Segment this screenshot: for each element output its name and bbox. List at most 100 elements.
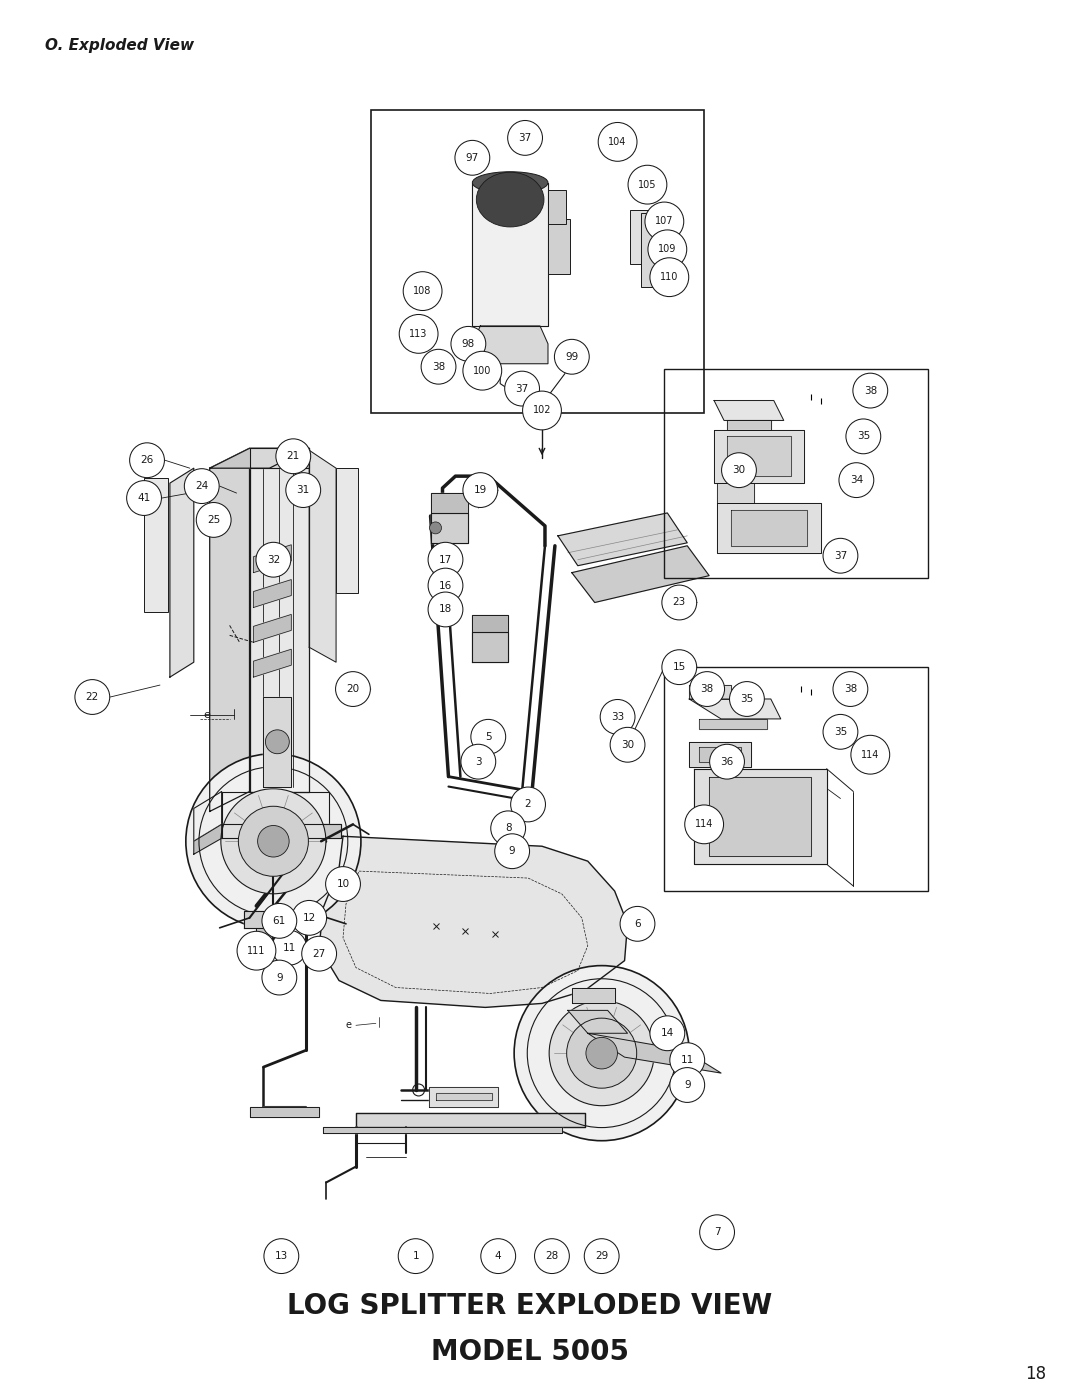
Text: 20: 20 <box>347 685 360 694</box>
Text: 35: 35 <box>740 694 754 704</box>
Polygon shape <box>727 420 771 430</box>
Text: 102: 102 <box>532 405 551 415</box>
Text: 32: 32 <box>267 555 280 564</box>
Circle shape <box>833 672 868 707</box>
Polygon shape <box>309 450 336 662</box>
Circle shape <box>428 569 463 604</box>
Circle shape <box>650 258 689 296</box>
Circle shape <box>584 1239 619 1274</box>
Text: 108: 108 <box>414 286 432 296</box>
Bar <box>144 478 167 612</box>
Text: 105: 105 <box>638 180 657 190</box>
Polygon shape <box>710 777 811 856</box>
Text: e: e <box>203 710 211 719</box>
Circle shape <box>126 481 161 515</box>
Circle shape <box>823 714 858 749</box>
Circle shape <box>495 834 529 869</box>
Circle shape <box>645 203 684 240</box>
Text: LOG SPLITTER EXPLODED VIEW: LOG SPLITTER EXPLODED VIEW <box>287 1292 772 1320</box>
Bar <box>548 190 566 225</box>
Polygon shape <box>717 503 821 553</box>
Text: 99: 99 <box>565 352 579 362</box>
Polygon shape <box>472 183 548 326</box>
Circle shape <box>75 679 110 714</box>
Circle shape <box>662 650 697 685</box>
Text: 113: 113 <box>409 328 428 339</box>
Text: 24: 24 <box>195 481 208 492</box>
Circle shape <box>523 391 562 430</box>
Text: 98: 98 <box>462 339 475 349</box>
Text: 2: 2 <box>525 799 531 809</box>
Text: 21: 21 <box>286 451 300 461</box>
Circle shape <box>428 592 463 627</box>
Text: 3: 3 <box>475 757 482 767</box>
Circle shape <box>685 805 724 844</box>
Text: 9: 9 <box>509 847 515 856</box>
Circle shape <box>721 453 756 488</box>
Circle shape <box>629 165 666 204</box>
Polygon shape <box>568 1010 627 1034</box>
Text: 12: 12 <box>302 912 315 923</box>
Text: 22: 22 <box>85 692 99 703</box>
Circle shape <box>428 542 463 577</box>
Text: 27: 27 <box>312 949 326 958</box>
Polygon shape <box>210 448 249 812</box>
Text: 110: 110 <box>660 272 678 282</box>
Circle shape <box>600 700 635 735</box>
Circle shape <box>239 806 309 876</box>
Circle shape <box>846 419 880 454</box>
Polygon shape <box>731 510 807 546</box>
Circle shape <box>670 1042 704 1077</box>
Text: 35: 35 <box>856 432 870 441</box>
Polygon shape <box>571 546 710 602</box>
Circle shape <box>471 719 505 754</box>
Circle shape <box>185 468 219 503</box>
Circle shape <box>710 745 744 780</box>
Circle shape <box>301 936 337 971</box>
Polygon shape <box>472 616 509 633</box>
Text: 30: 30 <box>732 465 745 475</box>
Circle shape <box>650 1016 685 1051</box>
Text: 23: 23 <box>673 598 686 608</box>
Polygon shape <box>699 747 741 761</box>
Polygon shape <box>249 448 309 468</box>
Circle shape <box>511 787 545 821</box>
Polygon shape <box>320 837 627 1007</box>
Polygon shape <box>689 698 781 719</box>
Text: 1: 1 <box>413 1252 419 1261</box>
Polygon shape <box>193 792 221 841</box>
Polygon shape <box>472 326 548 363</box>
Circle shape <box>130 443 164 478</box>
Text: MODEL 5005: MODEL 5005 <box>431 1337 629 1366</box>
Text: 109: 109 <box>658 244 676 254</box>
Polygon shape <box>254 650 292 678</box>
Polygon shape <box>210 448 309 468</box>
Text: 6: 6 <box>634 919 640 929</box>
Text: 15: 15 <box>673 662 686 672</box>
Polygon shape <box>717 483 754 503</box>
Polygon shape <box>429 1087 498 1106</box>
Text: 37: 37 <box>518 133 531 142</box>
Circle shape <box>729 682 765 717</box>
Circle shape <box>620 907 654 942</box>
Polygon shape <box>254 580 292 608</box>
Text: 38: 38 <box>701 685 714 694</box>
Circle shape <box>403 271 442 310</box>
Circle shape <box>690 672 725 707</box>
Circle shape <box>535 1239 569 1274</box>
Text: 13: 13 <box>274 1252 288 1261</box>
Circle shape <box>514 965 689 1141</box>
Circle shape <box>461 745 496 780</box>
Text: 100: 100 <box>473 366 491 376</box>
Bar <box>664 668 928 891</box>
Text: 114: 114 <box>694 820 713 830</box>
Text: 107: 107 <box>656 217 674 226</box>
Text: 18: 18 <box>1025 1365 1047 1383</box>
Circle shape <box>421 349 456 384</box>
Circle shape <box>481 1239 515 1274</box>
Circle shape <box>286 472 321 507</box>
Bar <box>642 212 679 288</box>
Circle shape <box>451 327 486 362</box>
Text: 37: 37 <box>834 550 847 560</box>
Polygon shape <box>221 792 329 824</box>
